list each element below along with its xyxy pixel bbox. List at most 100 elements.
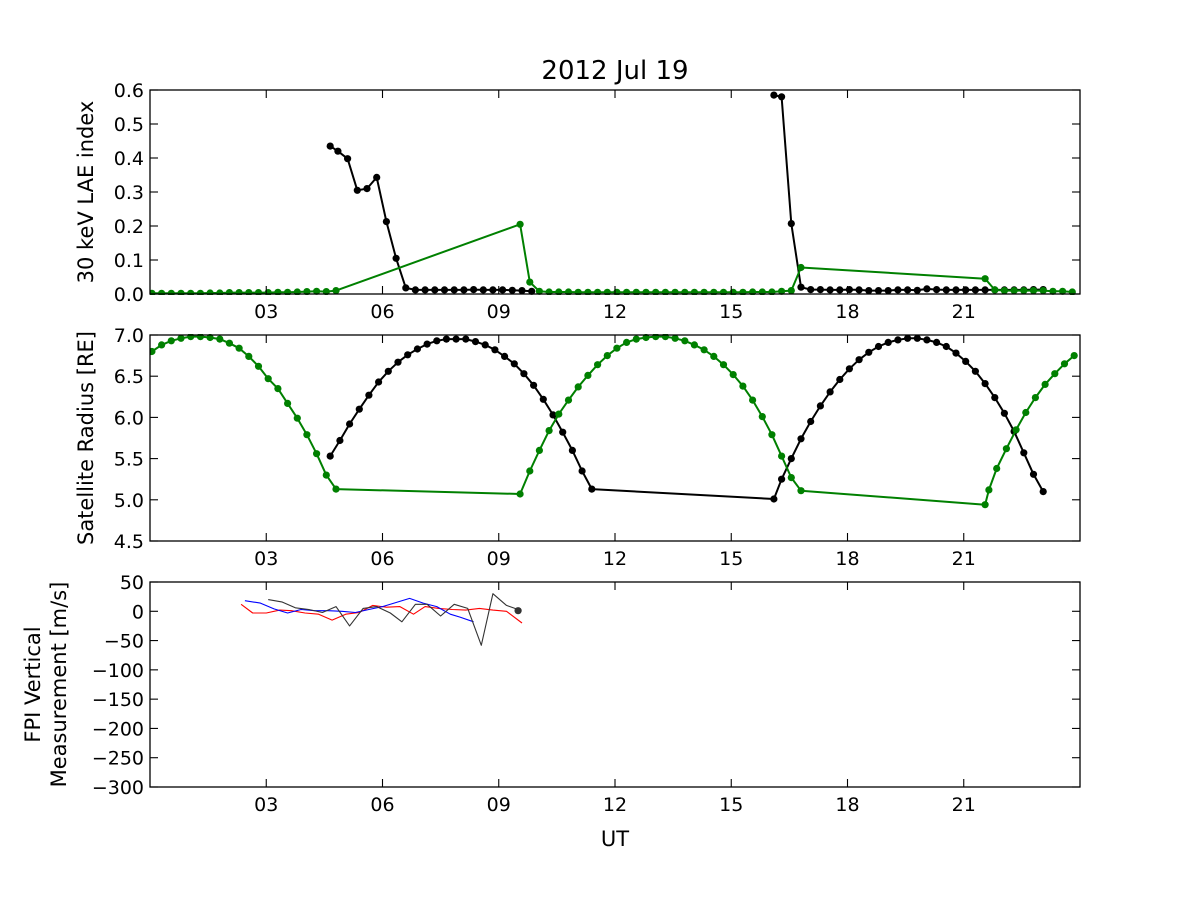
data-point <box>313 450 321 458</box>
data-point <box>510 360 518 368</box>
data-point <box>1000 287 1009 295</box>
data-point <box>322 288 330 295</box>
panels: 03 06 09 12 15 18 21 0.0 0.1 0.2 0.3 0.4 0.5 0.6 30 ke… <box>21 80 1081 851</box>
data-point <box>700 288 708 295</box>
data-point <box>491 346 499 354</box>
data-point <box>1031 394 1039 402</box>
data-point <box>516 220 524 228</box>
data-point <box>274 385 282 393</box>
data-point <box>904 286 912 294</box>
data-point <box>652 288 660 295</box>
panel-2-ylabel: Satellite Radius [RE] <box>74 331 98 545</box>
y-tick-label: −200 <box>92 718 144 740</box>
x-tick-label: 03 <box>254 301 278 323</box>
data-point <box>758 413 766 421</box>
data-point <box>749 396 757 404</box>
data-point <box>225 339 233 347</box>
data-point <box>923 285 931 293</box>
data-point <box>933 338 941 346</box>
data-point <box>700 346 708 354</box>
data-point <box>264 375 272 383</box>
data-point <box>710 288 718 295</box>
data-point <box>384 367 392 375</box>
data-point <box>235 344 243 352</box>
data-point <box>574 288 582 295</box>
data-point <box>1029 470 1038 478</box>
data-point <box>584 371 592 379</box>
data-point <box>845 286 854 294</box>
data-point <box>797 283 805 291</box>
y-tick-label: 0.6 <box>114 80 144 102</box>
data-point <box>274 288 282 295</box>
data-point <box>952 286 960 294</box>
data-point <box>971 286 980 294</box>
data-point <box>462 335 470 343</box>
x-tick-label: 03 <box>254 548 278 570</box>
data-point <box>855 356 863 364</box>
data-point <box>942 286 950 294</box>
series-line <box>268 593 519 646</box>
x-axis-label: UT <box>601 827 629 851</box>
y-tick-label: 0.3 <box>114 182 144 204</box>
data-point <box>332 485 340 493</box>
data-point <box>284 288 292 295</box>
data-point <box>971 367 980 375</box>
data-point <box>1049 287 1057 295</box>
data-point <box>187 334 195 341</box>
data-point <box>768 431 776 439</box>
x-tick-label: 15 <box>719 301 743 323</box>
data-point <box>1002 445 1011 453</box>
y-tick-label: 5.5 <box>114 449 144 471</box>
data-point <box>981 286 989 294</box>
data-point <box>993 464 1001 473</box>
data-point <box>710 352 718 360</box>
data-point <box>413 345 421 353</box>
data-point <box>933 286 941 294</box>
x-tick-label: 18 <box>835 794 859 816</box>
data-point <box>196 334 204 341</box>
data-point <box>778 287 786 295</box>
data-point <box>1060 360 1069 368</box>
data-point <box>826 388 834 396</box>
data-point <box>836 286 844 294</box>
data-point <box>739 382 747 390</box>
x-tick-label: 06 <box>370 794 394 816</box>
data-point <box>613 288 621 295</box>
data-point <box>470 286 478 294</box>
data-point <box>284 399 292 407</box>
data-point <box>421 286 429 294</box>
x-tick-label: 09 <box>487 301 511 323</box>
data-point <box>681 337 689 345</box>
data-point <box>981 380 989 388</box>
data-point <box>460 286 468 294</box>
y-tick-label: 6.0 <box>114 407 144 429</box>
data-point <box>797 263 805 272</box>
data-point <box>778 475 786 483</box>
data-point <box>1022 408 1030 417</box>
data-point <box>1029 287 1038 295</box>
data-point <box>555 410 563 418</box>
data-point <box>254 362 263 370</box>
series-line <box>244 597 474 623</box>
data-point <box>913 334 921 342</box>
data-point <box>661 334 669 341</box>
data-point <box>322 471 330 479</box>
data-point <box>632 288 640 295</box>
y-tick-label: 0.2 <box>114 216 144 238</box>
y-tick-label: −150 <box>92 689 144 711</box>
data-point <box>787 220 795 228</box>
data-point <box>402 284 410 292</box>
data-point <box>526 467 534 475</box>
data-point <box>588 485 596 493</box>
data-point <box>392 254 400 262</box>
y-tick-label: −50 <box>104 631 144 653</box>
data-point <box>293 414 301 422</box>
data-point <box>177 334 185 342</box>
data-point <box>603 288 611 295</box>
data-point <box>559 428 567 436</box>
data-point <box>1020 287 1028 295</box>
data-point <box>923 336 931 344</box>
data-point <box>816 402 825 410</box>
data-point <box>661 288 669 295</box>
